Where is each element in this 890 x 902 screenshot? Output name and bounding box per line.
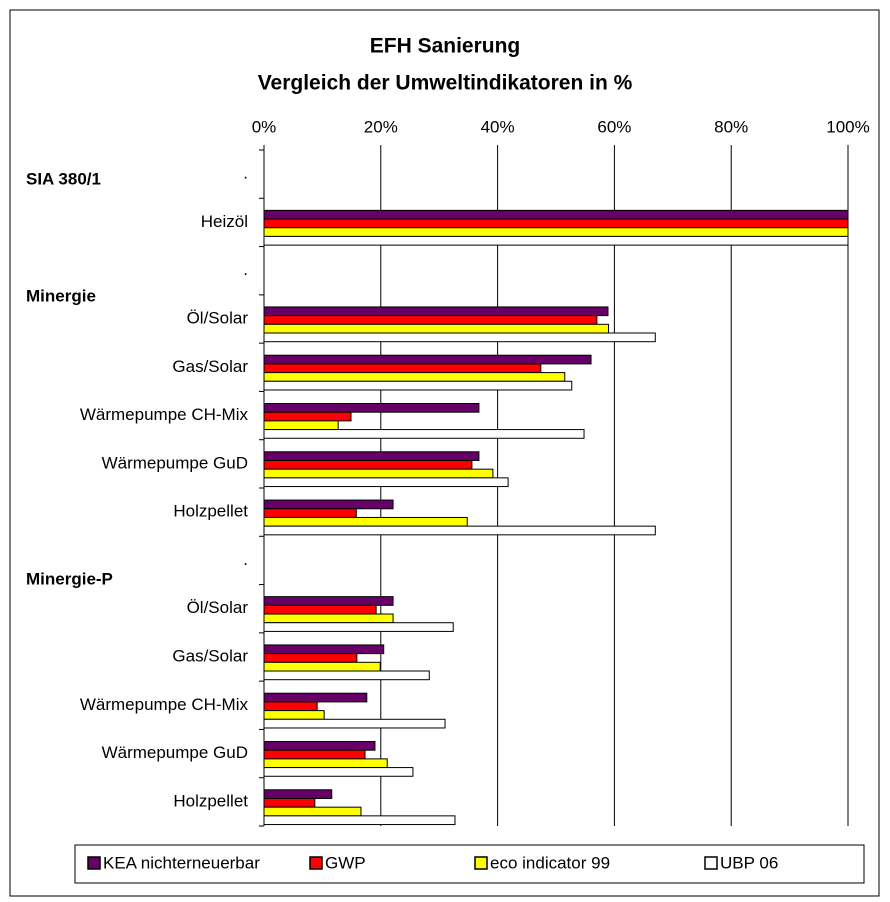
bar bbox=[263, 718, 446, 729]
bar bbox=[263, 332, 656, 343]
plot-area bbox=[264, 150, 848, 826]
y-tick-label: Wärmepumpe GuD bbox=[102, 453, 248, 472]
legend-label: eco indicator 99 bbox=[490, 853, 610, 872]
bar bbox=[263, 209, 849, 220]
legend-swatch bbox=[704, 856, 718, 870]
x-tick-label: 100% bbox=[826, 117, 869, 136]
bar bbox=[263, 789, 333, 799]
x-tick-label: 0% bbox=[252, 117, 277, 136]
bar bbox=[263, 741, 376, 751]
bar bbox=[263, 767, 414, 777]
y-tick-label: . bbox=[243, 550, 248, 569]
bar bbox=[263, 227, 849, 237]
x-tick-label: 20% bbox=[364, 117, 398, 136]
y-tick-label: Gas/Solar bbox=[172, 646, 248, 665]
legend-label: UBP 06 bbox=[720, 853, 778, 872]
y-tick-label: Holzpellet bbox=[173, 502, 248, 521]
y-tick-label: . bbox=[243, 260, 248, 279]
y-tick-label: Wärmepumpe CH-Mix bbox=[80, 695, 249, 714]
bar bbox=[263, 354, 592, 365]
group-label: Minergie bbox=[26, 286, 96, 305]
bar bbox=[263, 459, 473, 470]
bar bbox=[263, 661, 381, 672]
legend-label: GWP bbox=[325, 853, 366, 872]
bar bbox=[263, 806, 362, 817]
bar bbox=[263, 710, 325, 720]
bar bbox=[263, 499, 394, 510]
bar bbox=[263, 622, 454, 632]
legend-label: KEA nichterneuerbar bbox=[103, 853, 260, 872]
bar bbox=[263, 451, 480, 461]
bar bbox=[263, 235, 849, 246]
bar bbox=[263, 670, 430, 681]
x-tick-label: 60% bbox=[597, 117, 631, 136]
bar bbox=[263, 797, 316, 808]
y-tick-label: Wärmepumpe GuD bbox=[102, 743, 248, 762]
group-label: SIA 380/1 bbox=[26, 169, 101, 188]
bar bbox=[263, 477, 509, 488]
x-tick-label: 80% bbox=[714, 117, 748, 136]
y-tick-label: . bbox=[243, 164, 248, 183]
bar bbox=[263, 525, 656, 536]
legend-swatch bbox=[474, 856, 488, 870]
bar bbox=[263, 749, 366, 760]
bar bbox=[263, 363, 542, 374]
bar bbox=[263, 315, 598, 325]
bar bbox=[263, 403, 480, 413]
y-tick-label: Öl/Solar bbox=[187, 308, 249, 327]
bar bbox=[263, 468, 494, 479]
bar bbox=[263, 815, 456, 826]
y-tick-label: Heizöl bbox=[201, 212, 248, 231]
y-tick-label: Holzpellet bbox=[173, 791, 248, 810]
bar bbox=[263, 604, 377, 615]
y-tick-label: Öl/Solar bbox=[187, 598, 249, 617]
bar bbox=[263, 508, 357, 518]
bar bbox=[263, 613, 394, 624]
bar bbox=[263, 218, 849, 229]
bar bbox=[263, 692, 368, 703]
bar bbox=[263, 516, 468, 527]
bar bbox=[263, 653, 358, 663]
bar bbox=[263, 596, 394, 606]
bar bbox=[263, 323, 610, 334]
chart-subtitle: Vergleich der Umweltindikatoren in % bbox=[258, 72, 633, 95]
bar bbox=[263, 644, 385, 655]
legend-swatch bbox=[309, 856, 323, 870]
bar bbox=[263, 758, 388, 769]
chart-title: EFH Sanierung bbox=[370, 35, 521, 58]
bar bbox=[263, 411, 352, 422]
y-tick-label: Wärmepumpe CH-Mix bbox=[80, 405, 249, 424]
legend-swatch bbox=[87, 856, 101, 870]
bar bbox=[263, 420, 339, 431]
x-tick-label: 40% bbox=[481, 117, 515, 136]
bar bbox=[263, 429, 585, 439]
bar bbox=[263, 306, 609, 317]
y-tick-label: Gas/Solar bbox=[172, 357, 248, 376]
bar bbox=[263, 380, 573, 391]
legend-box bbox=[74, 844, 865, 884]
group-label: Minergie-P bbox=[26, 569, 113, 588]
bar bbox=[263, 372, 566, 382]
bar bbox=[263, 701, 318, 712]
